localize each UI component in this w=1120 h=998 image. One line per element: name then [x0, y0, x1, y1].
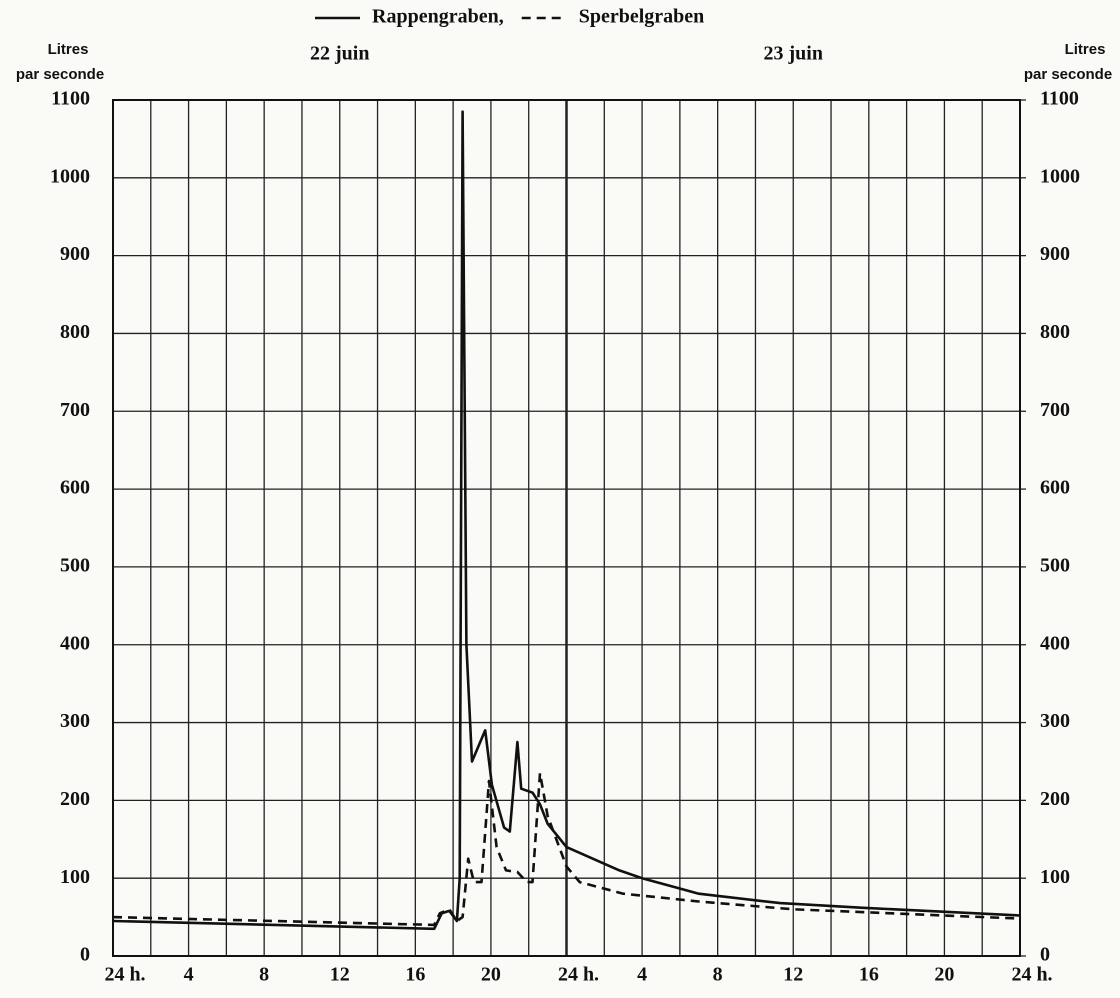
y-tick-label: 200 — [60, 788, 90, 810]
y-tick-label: 0 — [80, 944, 90, 966]
x-tick-label: 20 — [934, 964, 954, 986]
y2-tick-label: 400 — [1040, 632, 1070, 654]
y2-tick-label: 1100 — [1040, 88, 1079, 110]
x-tick-label: 4 — [637, 964, 647, 986]
x-tick-label: 8 — [259, 964, 269, 986]
y-tick-label: 800 — [60, 321, 90, 343]
plot-frame — [112, 99, 1021, 957]
y-label: Litres — [48, 41, 89, 58]
y-tick-label: 600 — [60, 477, 90, 499]
y-tick-label: 300 — [60, 710, 90, 732]
y-tick-label: 900 — [60, 243, 90, 265]
y-tick-label: 500 — [60, 555, 90, 577]
date-label: 22 juin — [310, 43, 369, 65]
x-tick-label: 24 h. — [558, 964, 599, 986]
y2-label: par seconde — [1024, 66, 1112, 83]
x-tick-label: 12 — [783, 964, 803, 986]
y2-label: Litres — [1065, 41, 1106, 58]
x-tick-label: 24 h. — [104, 964, 145, 986]
y2-tick-label: 200 — [1040, 788, 1070, 810]
y2-tick-label: 100 — [1040, 866, 1070, 888]
x-tick-label: 20 — [481, 964, 501, 986]
y2-tick-label: 900 — [1040, 243, 1070, 265]
y-label: par seconde — [16, 66, 104, 83]
y-tick-label: 1000 — [50, 165, 90, 187]
legend-label: Sperbelgraben — [579, 6, 705, 28]
series-line — [112, 110, 1021, 931]
date-label: 23 juin — [764, 43, 823, 65]
y2-tick-label: 0 — [1040, 944, 1050, 966]
x-tick-label: 16 — [859, 964, 879, 986]
y-tick-label: 700 — [60, 399, 90, 421]
x-tick-label: 16 — [405, 964, 425, 986]
x-tick-label: 24 h. — [1011, 964, 1052, 986]
x-tick-label: 12 — [330, 964, 350, 986]
y-tick-label: 100 — [60, 866, 90, 888]
series-line — [112, 771, 1021, 927]
y2-tick-label: 700 — [1040, 399, 1070, 421]
y2-tick-label: 1000 — [1040, 165, 1080, 187]
y-tick-label: 400 — [60, 632, 90, 654]
y2-tick-label: 300 — [1040, 710, 1070, 732]
legend-label: Rappengraben, — [372, 6, 504, 28]
y-tick-label: 1100 — [51, 88, 90, 110]
y2-tick-label: 800 — [1040, 321, 1070, 343]
y2-tick-label: 500 — [1040, 555, 1070, 577]
y2-tick-label: 600 — [1040, 477, 1070, 499]
x-tick-label: 8 — [713, 964, 723, 986]
x-tick-label: 4 — [184, 964, 194, 986]
